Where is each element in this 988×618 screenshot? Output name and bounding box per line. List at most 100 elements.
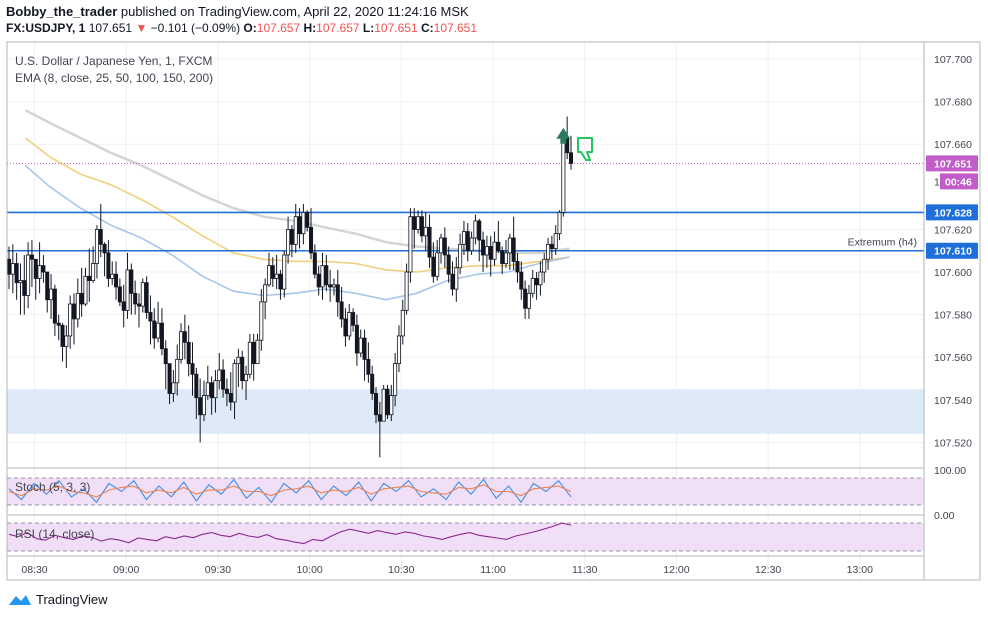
rsi-legend[interactable]: RSI (14, close) xyxy=(15,527,95,541)
y-tick-label: 107.520 xyxy=(934,437,972,449)
x-tick-label: 10:00 xyxy=(296,564,322,576)
candle-body xyxy=(37,265,42,279)
candle-body xyxy=(343,318,348,337)
candle-body xyxy=(255,339,260,365)
candle-body xyxy=(366,358,371,375)
candle-body xyxy=(511,237,516,262)
candle-body xyxy=(351,312,356,326)
candle-body xyxy=(431,256,436,277)
candle-body xyxy=(450,273,455,290)
candle-body xyxy=(148,312,153,322)
candle-body xyxy=(102,243,107,254)
candle-body xyxy=(33,258,38,279)
candle-body xyxy=(569,152,574,164)
candle-body xyxy=(324,265,329,286)
candle-body xyxy=(538,271,543,286)
candle-body xyxy=(194,373,199,399)
candle-body xyxy=(232,363,237,403)
horizontal-levels[interactable]: 107.628 107.610 Extremum (h4) 107.651 00:46 1 xyxy=(7,155,978,259)
candle-body xyxy=(79,292,84,305)
ema-legend[interactable]: EMA (8, close, 25, 50, 100, 150, 200) xyxy=(15,71,214,85)
candle-body xyxy=(182,331,187,343)
candle-body xyxy=(75,292,80,320)
candle-body xyxy=(125,269,130,311)
candle-body xyxy=(492,241,497,260)
candle-body xyxy=(221,369,226,390)
low-value: 107.651 xyxy=(374,21,418,35)
candle-body xyxy=(412,216,417,230)
stoch-d-line xyxy=(8,484,572,498)
candle-body xyxy=(114,273,119,288)
symbol-header: FX:USDJPY, 1 107.651 ▼ −0.101 (−0.09%) O… xyxy=(6,21,477,35)
candle-body xyxy=(347,312,352,337)
candle-body xyxy=(83,275,88,305)
candle-body xyxy=(217,369,222,382)
candle-body xyxy=(458,243,463,269)
candle-body xyxy=(266,265,271,286)
candle-body xyxy=(175,358,180,384)
candle-body xyxy=(419,216,424,237)
candle-body xyxy=(400,309,405,337)
change-arrow: ▼ xyxy=(135,21,148,35)
candle-body xyxy=(224,388,229,394)
candle-body xyxy=(163,348,168,365)
candle-body xyxy=(10,263,15,275)
high-label: H: xyxy=(303,21,317,35)
candle-body xyxy=(289,229,294,245)
candle-body xyxy=(167,363,172,394)
candle-body xyxy=(557,211,562,235)
candle-body xyxy=(446,254,451,275)
candle-body xyxy=(442,237,447,256)
candle-body xyxy=(159,322,164,350)
candle-body xyxy=(106,252,111,279)
candle-body xyxy=(259,301,264,341)
candle-body xyxy=(523,288,528,309)
rsi-pane: 0.00 xyxy=(7,510,955,552)
candle-body xyxy=(91,263,96,281)
rsi-band xyxy=(7,523,924,551)
candle-body xyxy=(156,322,161,339)
candle-body xyxy=(507,237,512,254)
tradingview-footer[interactable]: TradingView xyxy=(8,592,108,607)
candle-body xyxy=(201,395,206,416)
ema-mid-line xyxy=(24,137,570,273)
author-name[interactable]: Bobby_the_trader xyxy=(6,4,118,19)
candle-body xyxy=(331,284,336,288)
candle-body xyxy=(389,395,394,416)
candle-body xyxy=(339,301,344,320)
candle-body xyxy=(140,282,145,307)
candle-body xyxy=(286,229,291,256)
thumbs-down-icon xyxy=(577,137,593,161)
candle-body xyxy=(247,341,252,375)
candle-body xyxy=(488,246,493,260)
candle-body xyxy=(293,216,298,245)
candle-body xyxy=(477,220,482,241)
candle-body xyxy=(14,263,19,284)
candle-body xyxy=(374,393,379,416)
candle-body xyxy=(110,273,115,279)
candle-body xyxy=(534,278,539,286)
high-value: 107.657 xyxy=(316,21,360,35)
y-tick-label: 107.540 xyxy=(934,395,972,407)
x-tick-label: 13:00 xyxy=(847,564,873,576)
stoch-legend[interactable]: Stoch (5, 3, 3) xyxy=(15,480,91,494)
candle-body xyxy=(454,267,459,290)
x-tick-label: 11:30 xyxy=(572,564,598,576)
y-tick-label: 107.680 xyxy=(934,97,972,109)
candle-body xyxy=(469,237,474,252)
candle-body xyxy=(377,414,382,422)
candle-body xyxy=(29,254,34,260)
candle-body xyxy=(7,258,12,275)
y-tick-label: 107.700 xyxy=(934,54,972,66)
symbol-name: FX:USDJPY, 1 xyxy=(6,21,86,35)
rsi-level-label: 0.00 xyxy=(934,510,955,522)
candle-body xyxy=(270,265,275,279)
level-tag xyxy=(926,242,978,259)
candle-body xyxy=(370,373,375,394)
candle-body xyxy=(362,337,367,360)
candle-body xyxy=(461,231,466,245)
candle-body xyxy=(251,341,256,365)
instrument-legend[interactable]: U.S. Dollar / Japanese Yen, 1, FXCM xyxy=(15,54,213,68)
candle-body xyxy=(515,260,520,273)
